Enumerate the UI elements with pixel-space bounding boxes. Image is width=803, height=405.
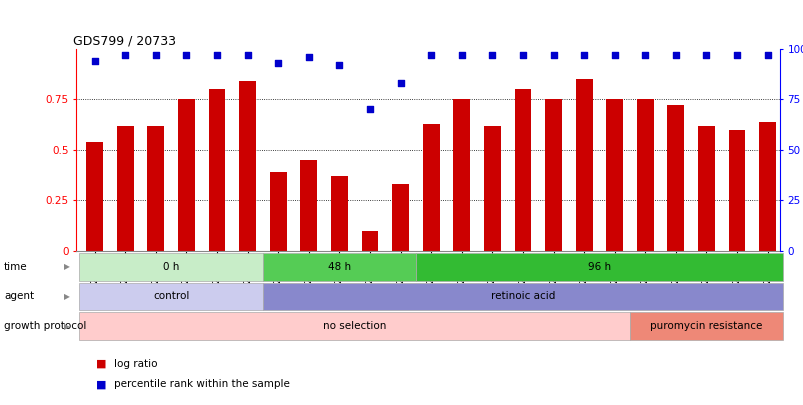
Bar	[116, 126, 133, 251]
Bar	[758, 122, 775, 251]
Point	[88, 58, 101, 64]
Point	[210, 51, 223, 58]
Point	[393, 80, 406, 86]
Point	[608, 51, 621, 58]
Text: agent: agent	[4, 292, 34, 301]
Bar	[453, 99, 470, 251]
Text: control: control	[153, 292, 190, 301]
Point	[485, 51, 498, 58]
Text: log ratio: log ratio	[114, 359, 157, 369]
Point	[516, 51, 528, 58]
Text: GDS799 / 20733: GDS799 / 20733	[73, 34, 176, 47]
Bar	[483, 126, 500, 251]
Bar	[361, 231, 378, 251]
Point	[302, 53, 315, 60]
Point	[149, 51, 162, 58]
Point	[180, 51, 193, 58]
Text: no selection: no selection	[323, 321, 386, 331]
Point	[546, 51, 559, 58]
Point	[638, 51, 651, 58]
Bar	[177, 99, 194, 251]
Text: retinoic acid: retinoic acid	[490, 292, 554, 301]
Point	[332, 62, 345, 68]
Text: growth protocol: growth protocol	[4, 321, 86, 331]
Point	[271, 60, 284, 66]
Point	[241, 51, 254, 58]
Bar	[209, 89, 225, 251]
Bar	[300, 160, 317, 251]
Bar	[544, 99, 561, 251]
Point	[760, 51, 773, 58]
Bar	[239, 81, 256, 251]
Bar	[147, 126, 164, 251]
Bar	[605, 99, 622, 251]
Text: 48 h: 48 h	[328, 262, 351, 272]
Bar	[697, 126, 714, 251]
Bar	[422, 124, 439, 251]
Text: ■: ■	[96, 379, 107, 389]
Bar	[270, 172, 287, 251]
Bar	[575, 79, 592, 251]
Text: 96 h: 96 h	[587, 262, 610, 272]
Point	[454, 51, 467, 58]
Text: 0 h: 0 h	[163, 262, 179, 272]
Point	[119, 51, 132, 58]
Point	[730, 51, 743, 58]
Point	[577, 51, 590, 58]
Bar	[331, 176, 348, 251]
Bar	[86, 142, 103, 251]
Text: ▶: ▶	[64, 262, 70, 271]
Point	[699, 51, 712, 58]
Bar	[636, 99, 653, 251]
Text: ▶: ▶	[64, 292, 70, 301]
Text: time: time	[4, 262, 27, 272]
Point	[669, 51, 682, 58]
Bar	[666, 105, 683, 251]
Point	[363, 106, 376, 113]
Text: ▶: ▶	[64, 322, 70, 330]
Text: percentile rank within the sample: percentile rank within the sample	[114, 379, 290, 389]
Bar	[514, 89, 531, 251]
Bar	[392, 184, 409, 251]
Text: ■: ■	[96, 359, 107, 369]
Bar	[728, 130, 744, 251]
Text: puromycin resistance: puromycin resistance	[650, 321, 762, 331]
Point	[424, 51, 437, 58]
